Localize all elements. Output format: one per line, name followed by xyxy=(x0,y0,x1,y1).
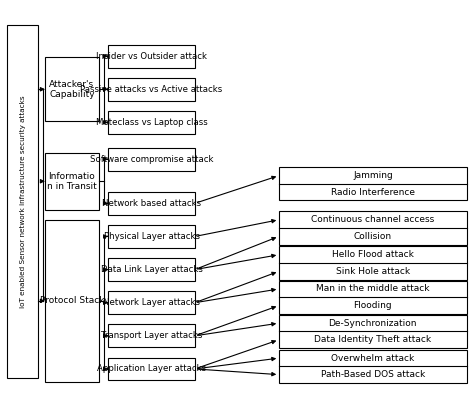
Text: Data Identity Theft attack: Data Identity Theft attack xyxy=(314,335,431,344)
Text: Informatio
n in Transit: Informatio n in Transit xyxy=(47,172,97,191)
Bar xyxy=(45,220,99,382)
Text: Jamming: Jamming xyxy=(353,171,393,180)
Bar xyxy=(108,111,195,134)
Text: Attacker's
Capability: Attacker's Capability xyxy=(49,79,95,99)
Bar xyxy=(108,225,195,248)
Text: Sink Hole attack: Sink Hole attack xyxy=(336,267,410,276)
Text: Moteclass vs Laptop class: Moteclass vs Laptop class xyxy=(96,118,208,127)
Text: Collision: Collision xyxy=(354,232,392,241)
Text: Protocol Stack: Protocol Stack xyxy=(40,296,104,305)
Bar xyxy=(279,280,466,314)
Text: Insider vs Outsider attack: Insider vs Outsider attack xyxy=(96,52,207,60)
Bar xyxy=(108,78,195,101)
Bar xyxy=(108,258,195,281)
Text: Man in the middle attack: Man in the middle attack xyxy=(316,285,429,293)
Text: IoT enabled Sensor network infrastructure security attacks: IoT enabled Sensor network infrastructur… xyxy=(20,95,26,308)
Bar xyxy=(108,357,195,380)
Bar xyxy=(279,212,466,245)
Text: Radio Interference: Radio Interference xyxy=(331,188,415,197)
Text: Hello Flood attack: Hello Flood attack xyxy=(332,250,414,259)
Text: Transport Layer attacks: Transport Layer attacks xyxy=(101,331,202,340)
Bar xyxy=(108,192,195,215)
Text: Flooding: Flooding xyxy=(354,301,392,310)
Text: Passive attacks vs Active attacks: Passive attacks vs Active attacks xyxy=(81,85,223,94)
Bar xyxy=(45,153,99,210)
Text: Application Layer attacks: Application Layer attacks xyxy=(97,364,206,374)
Bar xyxy=(8,25,38,378)
Text: Continuous channel access: Continuous channel access xyxy=(311,215,435,224)
Bar xyxy=(108,45,195,68)
Bar xyxy=(279,350,466,383)
Text: De-Synchronization: De-Synchronization xyxy=(328,319,417,328)
Bar xyxy=(279,246,466,280)
Bar xyxy=(108,291,195,314)
Bar xyxy=(45,57,99,121)
Bar xyxy=(279,167,466,200)
Text: Network Layer attacks: Network Layer attacks xyxy=(103,298,200,307)
Bar xyxy=(279,315,466,348)
Text: Overwhelm attack: Overwhelm attack xyxy=(331,353,414,363)
Text: Software compromise attack: Software compromise attack xyxy=(90,155,213,164)
Text: Path-Based DOS attack: Path-Based DOS attack xyxy=(321,370,425,379)
Bar xyxy=(108,148,195,170)
Bar xyxy=(108,324,195,347)
Text: Data Link Layer attacks: Data Link Layer attacks xyxy=(100,265,202,274)
Text: Network based attacks: Network based attacks xyxy=(102,199,201,208)
Text: Physical Layer attacks: Physical Layer attacks xyxy=(103,232,200,241)
